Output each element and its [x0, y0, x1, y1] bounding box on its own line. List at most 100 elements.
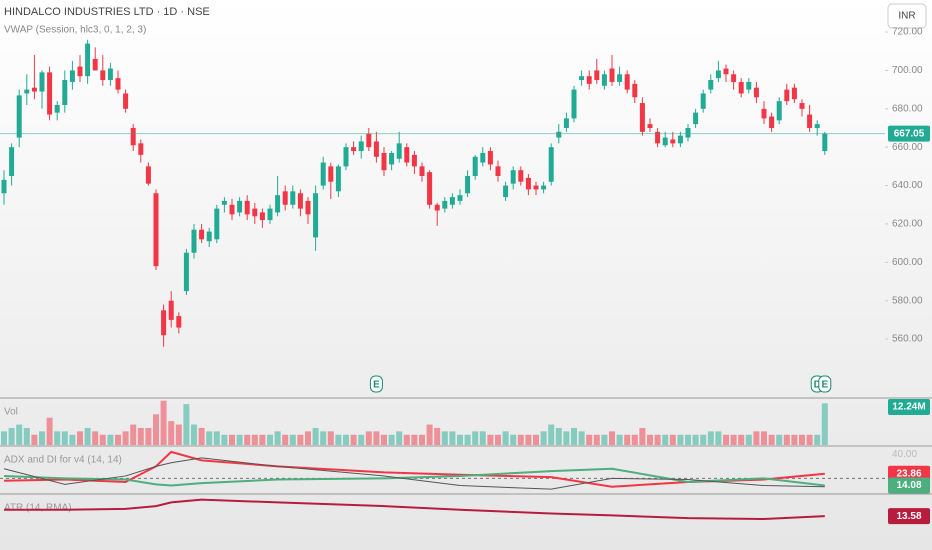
- price-tag-label: 13.58: [896, 511, 921, 522]
- price-tag-label: 667.05: [894, 128, 925, 139]
- volume-bar: [609, 431, 615, 445]
- volume-bar: [183, 404, 190, 445]
- candle-body: [677, 135, 683, 144]
- candle-body: [647, 124, 653, 128]
- volume-bar: [563, 431, 570, 445]
- chart-title: HINDALCO INDUSTRIES LTD · 1D · NSE: [4, 6, 210, 18]
- candle-body: [221, 200, 227, 205]
- volume-bar: [685, 434, 691, 445]
- price-tag-label: 14.08: [896, 480, 921, 491]
- volume-bar: [745, 434, 752, 445]
- candle-body: [77, 66, 83, 77]
- volume-bar: [586, 434, 593, 445]
- candle-body: [556, 131, 562, 138]
- candle-body: [655, 131, 661, 144]
- volume-bar: [700, 434, 707, 445]
- candle-body: [822, 133, 828, 152]
- y-tick-label: 580.00: [892, 295, 923, 306]
- candle-body: [541, 185, 547, 190]
- event-label: E: [821, 380, 828, 391]
- y-tick-label: 700.00: [892, 65, 923, 76]
- volume-bar: [533, 434, 539, 445]
- candle-body: [518, 170, 524, 182]
- volume-bar: [236, 434, 243, 445]
- volume-bar: [168, 421, 175, 445]
- candle-body: [161, 310, 167, 336]
- volume-bar: [77, 431, 83, 445]
- candle-body: [252, 208, 258, 217]
- volume-bar: [791, 434, 798, 445]
- candle-body: [343, 147, 349, 167]
- candle-body: [761, 108, 767, 119]
- volume-bar: [115, 434, 121, 445]
- candle-body: [708, 80, 714, 90]
- volume-bar: [715, 431, 722, 445]
- volume-bar: [297, 434, 304, 445]
- volume-bar: [783, 434, 790, 445]
- volume-bar: [738, 434, 745, 445]
- currency-button[interactable]: [887, 3, 927, 29]
- volume-bar: [654, 434, 661, 445]
- volume-bar: [525, 434, 532, 445]
- candle-body: [548, 147, 554, 182]
- price-tag: [888, 125, 930, 142]
- candle-body: [807, 114, 813, 128]
- volume-bar: [16, 424, 23, 445]
- volume-bar: [153, 414, 159, 445]
- candle-body: [320, 162, 326, 186]
- volume-bar: [593, 434, 600, 445]
- candle-body: [123, 93, 129, 109]
- volume-bar: [251, 434, 258, 445]
- volume-bar: [191, 424, 197, 445]
- candle-body: [244, 200, 250, 215]
- candle-body: [480, 152, 486, 163]
- volume-bar: [46, 417, 53, 445]
- volume-bar: [495, 434, 501, 445]
- volume-bar: [426, 424, 433, 445]
- volume-bar: [578, 431, 585, 445]
- volume-bar: [639, 427, 646, 445]
- volume-bar: [84, 427, 91, 445]
- candle-body: [442, 200, 448, 209]
- price-tag: [888, 477, 930, 494]
- volume-bar: [1, 431, 7, 445]
- candle-body: [62, 80, 68, 105]
- volume-bar: [23, 427, 30, 445]
- candle-body: [1, 179, 7, 194]
- y-tick-label: 680.00: [892, 103, 923, 114]
- candle-body: [776, 101, 782, 121]
- price-tag: [888, 399, 930, 415]
- candle-body: [449, 197, 455, 205]
- candle-body: [503, 185, 509, 198]
- candle-body: [107, 68, 113, 81]
- candle-body: [259, 212, 265, 221]
- volume-bar: [616, 434, 623, 445]
- candle-body: [85, 43, 91, 77]
- volume-bar: [502, 431, 509, 445]
- volume-bar: [692, 434, 699, 445]
- candle-body: [472, 156, 478, 176]
- candle-body: [168, 300, 174, 320]
- event-label: E: [373, 380, 380, 391]
- volume-bar: [821, 403, 828, 445]
- volume-bar: [677, 434, 684, 445]
- candle-body: [404, 147, 410, 163]
- volume-bar: [434, 427, 441, 445]
- candle-body: [639, 103, 645, 132]
- candle-body: [586, 76, 592, 84]
- volume-bar: [206, 431, 213, 445]
- volume-bar: [99, 434, 106, 445]
- candle-body: [130, 127, 136, 146]
- currency[interactable]: INR: [898, 11, 915, 22]
- candle-body: [495, 166, 501, 176]
- volume-bar: [403, 434, 410, 445]
- candle-body: [465, 175, 471, 194]
- volume-bar: [107, 434, 114, 445]
- volume-bar: [388, 434, 395, 445]
- y-tick-label: 600.00: [892, 257, 923, 268]
- event-marker: [369, 375, 383, 393]
- candle-body: [685, 127, 691, 138]
- event-marker: [818, 375, 832, 393]
- indicator-line: [3, 457, 825, 490]
